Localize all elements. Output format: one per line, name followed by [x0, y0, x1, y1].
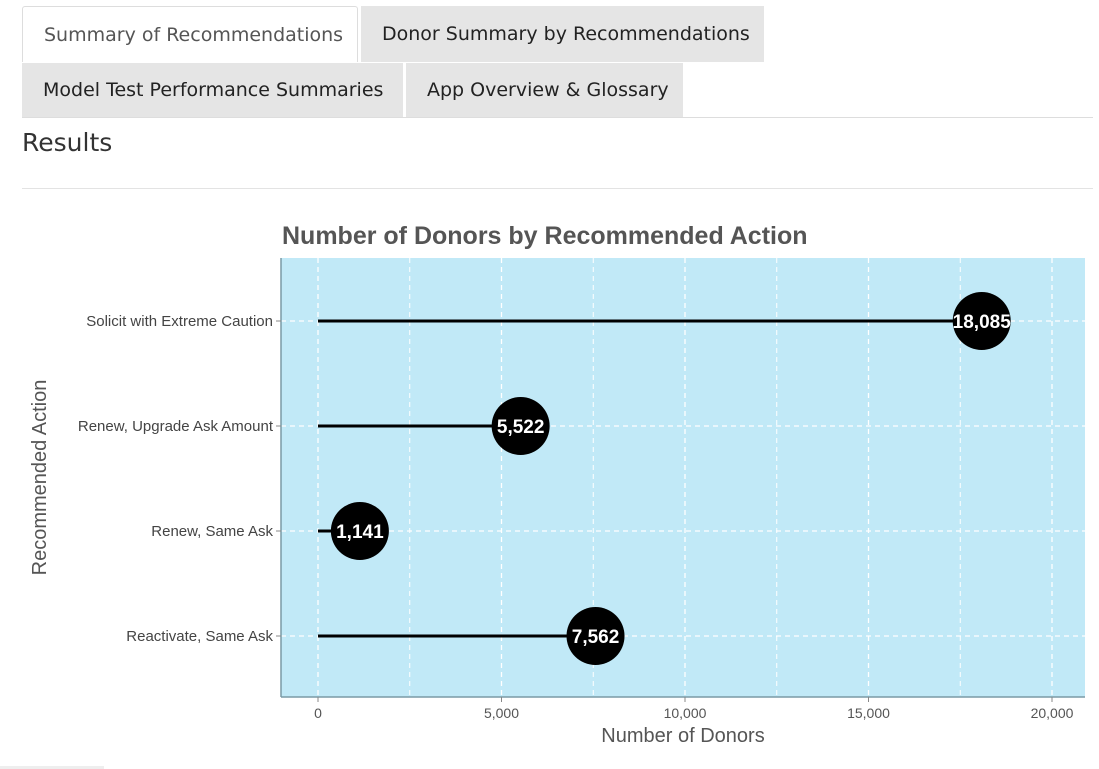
tab-donor-summary-by-recommendations[interactable]: Donor Summary by Recommendations	[361, 6, 764, 62]
tab-summary-of-recommendations[interactable]: Summary of Recommendations	[22, 6, 358, 62]
x-tick-label: 20,000	[1031, 705, 1074, 721]
lollipop-dot	[566, 607, 625, 665]
lollipop-dot	[330, 502, 389, 560]
lollipop-marks: 18,085 5,522 1,141 7,562	[318, 292, 1011, 665]
x-tick-label: 5,000	[484, 705, 519, 721]
axes: 0 5,000 10,000 15,000 20,000 Solicit with Ext…	[78, 258, 1085, 721]
tabs-divider	[22, 117, 1093, 118]
y-tick-label: Solicit with Extreme Caution	[86, 313, 273, 330]
x-axis-title: Number of Donors	[601, 725, 764, 747]
tab-app-overview-glossary[interactable]: App Overview & Glossary	[406, 63, 683, 117]
chart-title: Number of Donors by Recommended Action	[282, 222, 808, 250]
results-divider	[22, 188, 1093, 189]
lollipop-value-label: 1,141	[336, 522, 384, 543]
lollipop-value-label: 5,522	[497, 417, 545, 438]
tab-model-test-performance-summaries[interactable]: Model Test Performance Summaries	[22, 63, 403, 117]
y-tick-label: Renew, Upgrade Ask Amount	[78, 418, 274, 435]
y-axis-title: Recommended Action	[29, 380, 51, 576]
y-tick-label: Reactivate, Same Ask	[126, 628, 273, 645]
x-tick-label: 0	[314, 705, 322, 721]
y-tick-label: Renew, Same Ask	[151, 523, 273, 540]
lollipop-value-label: 18,085	[953, 312, 1012, 333]
lollipop-value-label: 7,562	[572, 627, 620, 648]
x-tick-label: 10,000	[664, 705, 707, 721]
results-heading: Results	[22, 128, 113, 157]
plot-panel	[281, 258, 1085, 697]
bottom-scroll-stub	[0, 766, 104, 769]
lollipop-dot	[952, 292, 1011, 350]
lollipop-dot	[491, 397, 550, 455]
x-tick-label: 15,000	[847, 705, 890, 721]
